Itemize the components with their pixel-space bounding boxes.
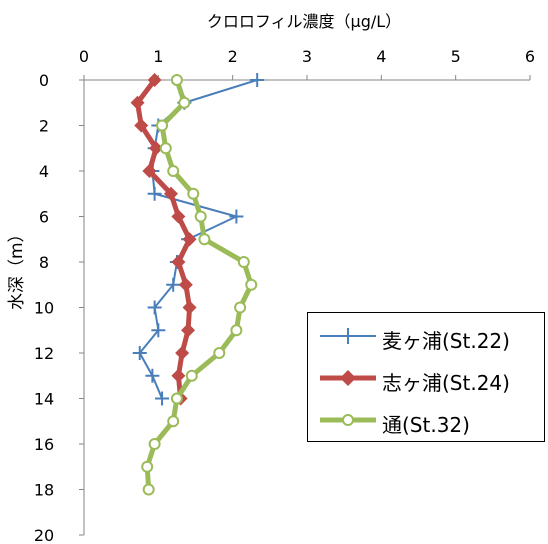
data-point <box>170 74 183 86</box>
y-tick-label: 8 <box>39 253 49 272</box>
x-tick-label: 6 <box>525 47 535 66</box>
data-point <box>145 368 160 383</box>
data-point <box>171 255 186 269</box>
data-point <box>141 460 154 473</box>
data-point <box>130 95 145 110</box>
data-point <box>185 369 198 382</box>
legend-swatch-series-1 <box>320 328 376 344</box>
data-point <box>159 142 172 155</box>
data-point <box>178 277 193 292</box>
data-point <box>147 186 162 201</box>
data-point <box>170 392 183 405</box>
y-axis-title: 水深（m） <box>7 225 27 310</box>
legend-swatch-series-3 <box>320 414 376 426</box>
series-line-3 <box>144 79 254 490</box>
y-tick-label: 4 <box>39 162 49 181</box>
x-axis-title: クロロフィル濃度（μg/L） <box>206 12 402 31</box>
y-tick-label: 18 <box>34 481 54 500</box>
x-tick-label: 2 <box>228 47 238 66</box>
legend-swatch-series-2 <box>320 370 376 386</box>
series-3 <box>141 74 258 496</box>
data-point <box>182 300 197 315</box>
legend-item-series-1: 麦ヶ浦(St.22) <box>308 319 544 355</box>
y-tick-label: 20 <box>34 526 54 544</box>
data-point <box>163 186 178 201</box>
x-tick-label: 3 <box>302 47 312 66</box>
data-point <box>245 278 258 291</box>
data-point <box>181 323 196 338</box>
legend-label-series-3: 通(St.32) <box>382 413 470 437</box>
y-tick-label: 12 <box>34 344 54 363</box>
data-point <box>155 391 170 406</box>
data-point <box>175 346 190 360</box>
y-tick-label: 10 <box>34 299 54 318</box>
data-point <box>148 438 161 450</box>
data-point <box>229 209 244 224</box>
y-tick-label: 0 <box>39 71 49 90</box>
data-point <box>182 232 197 247</box>
data-point <box>198 233 211 246</box>
data-point <box>213 347 226 359</box>
data-point <box>237 256 250 268</box>
x-tick-label: 4 <box>376 47 386 66</box>
y-tick-label: 2 <box>39 117 49 136</box>
x-tick-label: 5 <box>451 47 461 66</box>
data-point <box>149 141 164 156</box>
data-point <box>187 187 200 200</box>
legend-label-series-1: 麦ヶ浦(St.22) <box>382 329 510 353</box>
data-point <box>147 300 162 315</box>
data-point <box>142 164 157 178</box>
y-tick-label: 14 <box>34 390 54 409</box>
y-tick-label: 16 <box>34 435 54 454</box>
y-tick-label: 6 <box>39 208 49 227</box>
series-2 <box>130 73 197 406</box>
legend-label-series-2: 志ヶ浦(St.24) <box>382 371 510 395</box>
data-point <box>178 96 191 109</box>
data-point <box>166 277 181 292</box>
data-point <box>147 73 162 87</box>
data-point <box>132 346 147 360</box>
data-point <box>156 119 169 132</box>
data-point <box>171 368 186 383</box>
series-layer <box>130 73 265 496</box>
legend: 麦ヶ浦(St.22) 志ヶ浦(St.24) 通(St.32) <box>307 312 545 442</box>
data-point <box>234 301 247 314</box>
data-point <box>167 165 180 177</box>
legend-item-series-3: 通(St.32) <box>308 403 544 439</box>
legend-item-series-2: 志ヶ浦(St.24) <box>308 361 544 397</box>
data-point <box>142 483 155 496</box>
data-point <box>171 209 186 224</box>
data-point <box>194 210 207 223</box>
x-tick-label: 0 <box>79 47 89 66</box>
x-tick-label: 1 <box>153 47 163 66</box>
data-point <box>250 73 265 87</box>
data-point <box>230 324 243 337</box>
data-point <box>134 118 149 133</box>
data-point <box>167 415 180 428</box>
data-point <box>151 323 166 338</box>
